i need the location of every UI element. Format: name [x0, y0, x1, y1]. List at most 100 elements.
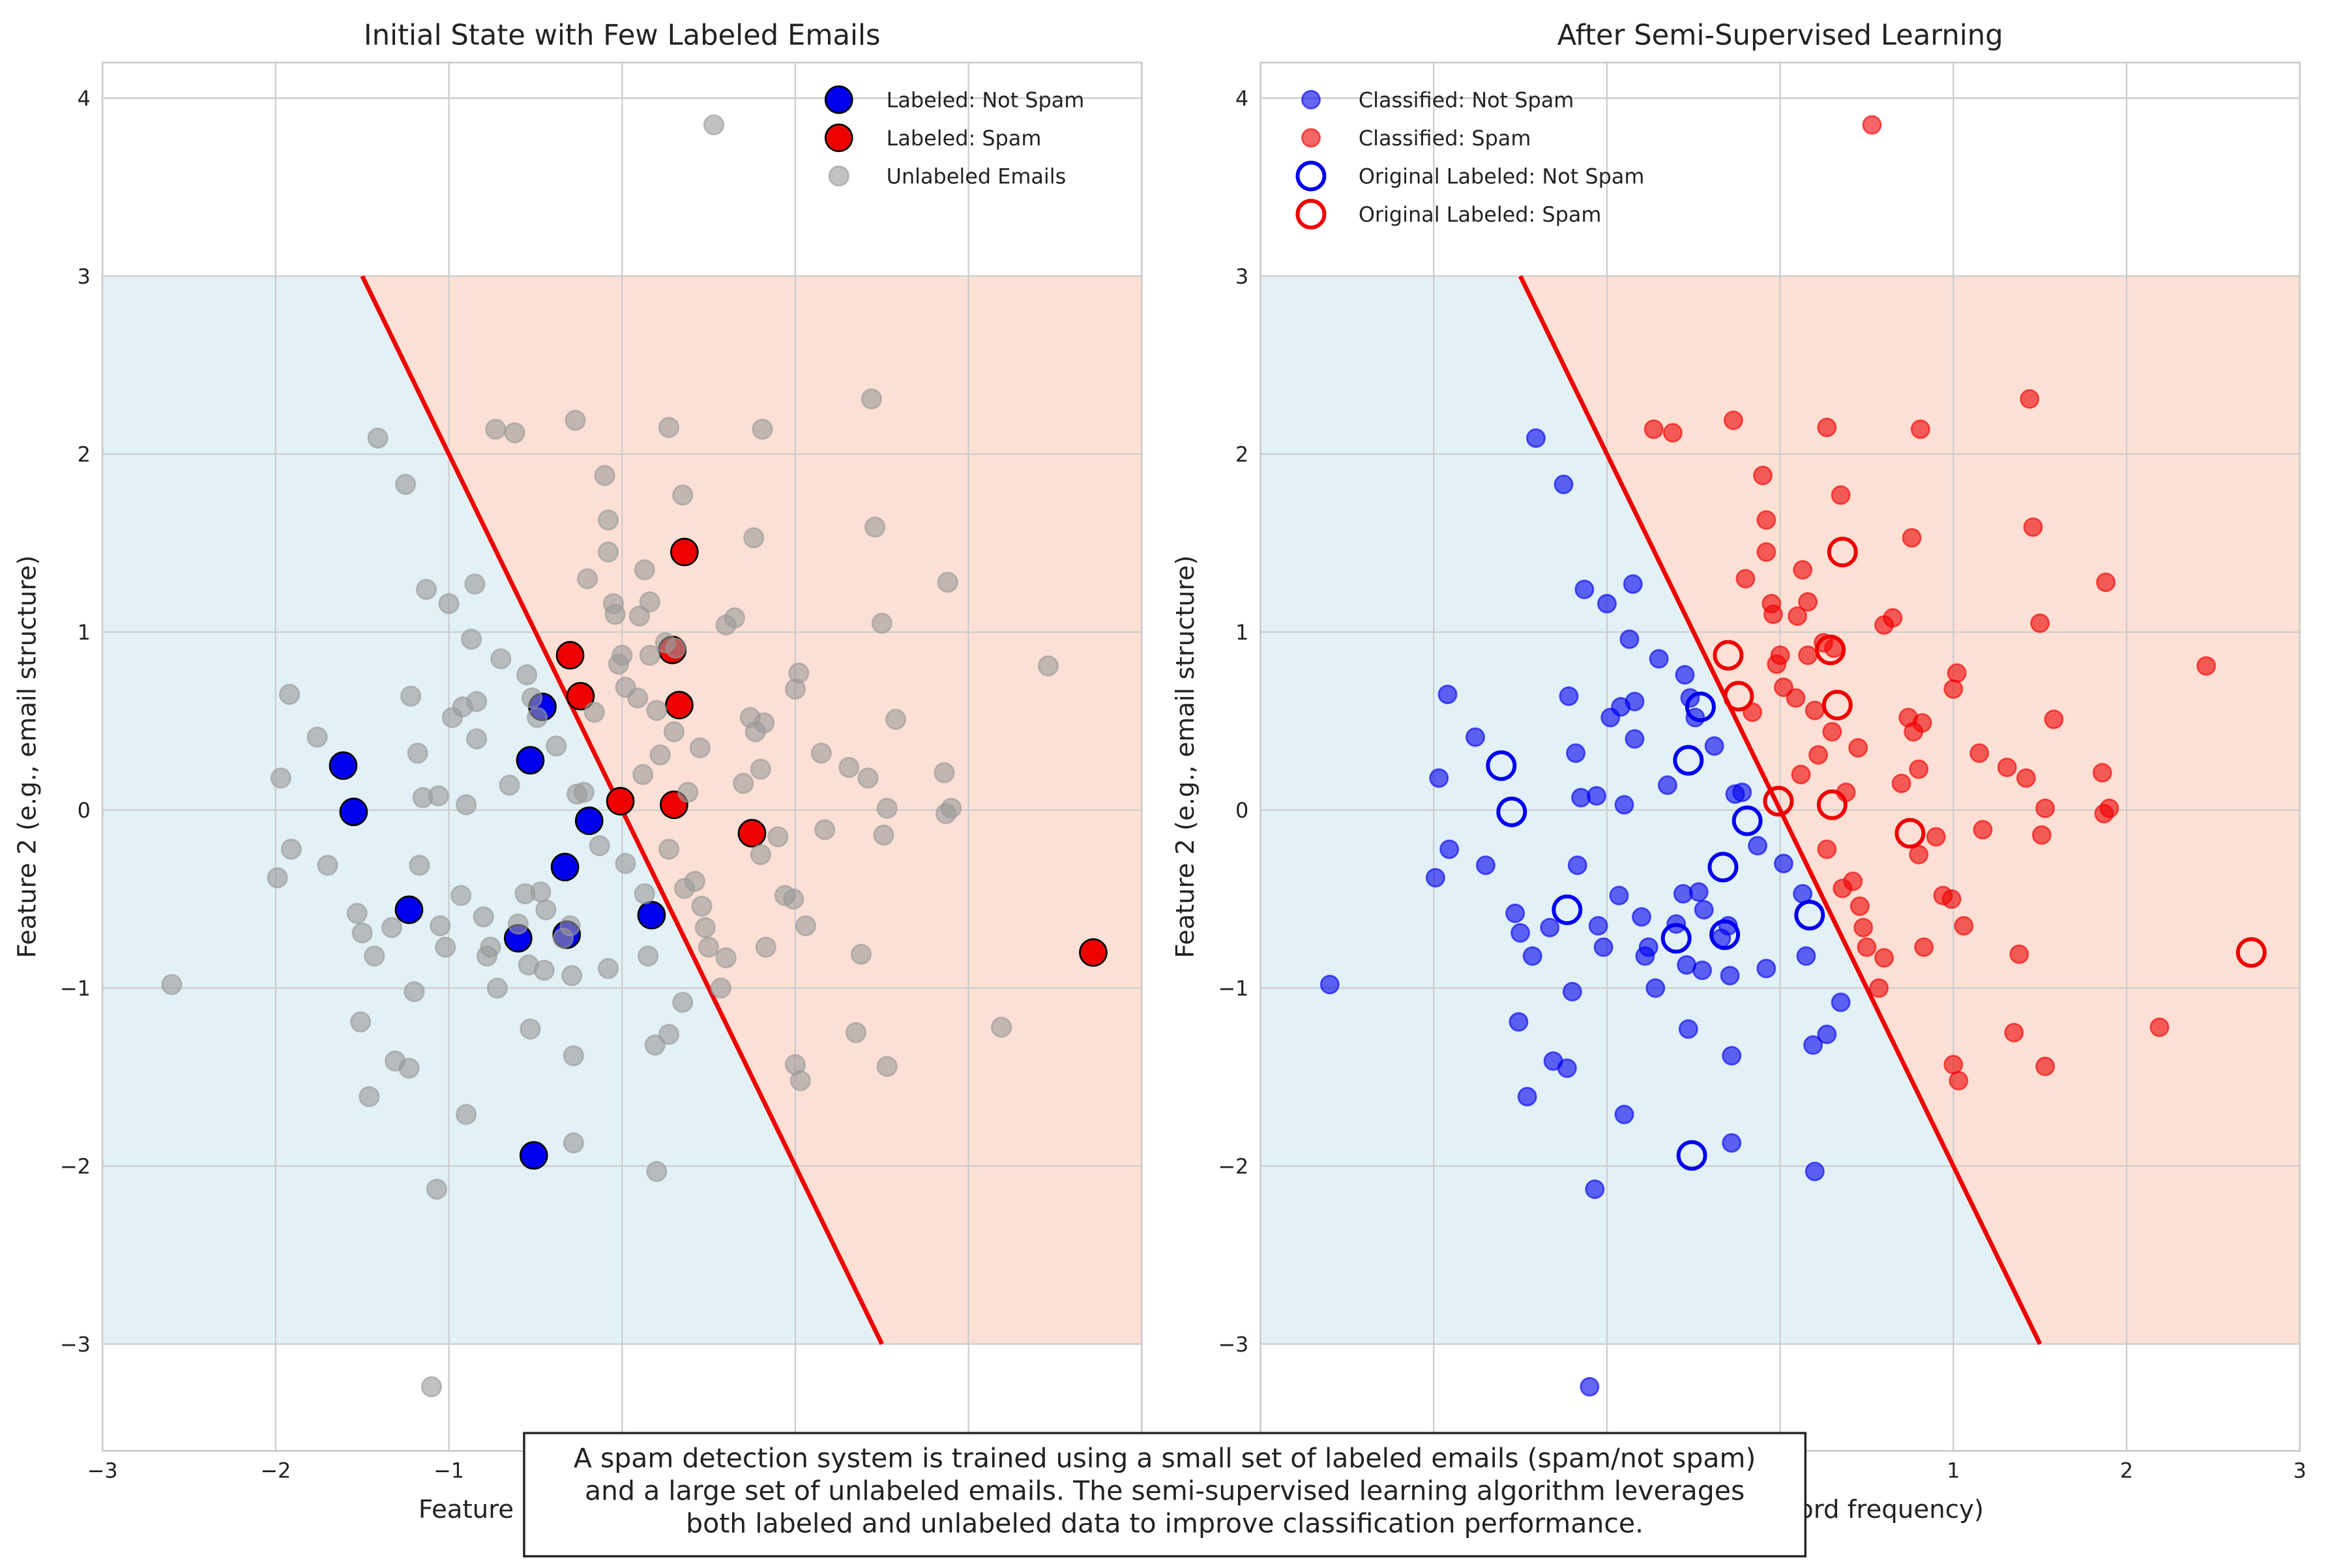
data-point	[597, 541, 619, 563]
data-point	[715, 947, 737, 969]
data-point	[329, 751, 358, 780]
data-point	[1588, 915, 1608, 936]
data-point	[611, 644, 633, 666]
data-point	[559, 915, 581, 937]
data-point	[1678, 1019, 1698, 1039]
data-point	[1692, 960, 1713, 981]
data-point	[1540, 917, 1560, 938]
data-point	[634, 883, 655, 905]
legend-label: Unlabeled Emails	[887, 164, 1067, 188]
data-point	[486, 977, 508, 999]
data-point	[2016, 768, 2036, 788]
data-point	[703, 114, 725, 136]
data-point	[1941, 889, 1962, 910]
y-tick-label: 2	[78, 442, 91, 467]
data-point	[1909, 759, 1929, 779]
data-point	[346, 902, 368, 925]
chart-title: After Semi-Supervised Learning	[1557, 20, 2003, 52]
y-tick-label: 0	[1235, 798, 1248, 823]
data-point	[1486, 750, 1517, 781]
data-point	[516, 746, 545, 775]
data-point	[1874, 948, 1894, 968]
data-point	[1756, 510, 1776, 530]
data-point	[814, 819, 836, 840]
y-tick-label: 3	[1235, 264, 1248, 289]
data-point	[1843, 871, 1863, 891]
data-point	[1554, 474, 1574, 494]
data-point	[367, 427, 389, 449]
data-point	[1798, 592, 1818, 612]
data-point	[1437, 685, 1458, 705]
data-point	[455, 794, 477, 816]
data-point	[1580, 1377, 1600, 1397]
data-point	[1525, 428, 1546, 449]
data-point	[1862, 115, 1882, 135]
data-point	[2004, 1022, 2024, 1043]
data-point	[1566, 743, 1586, 763]
data-point	[646, 1161, 668, 1182]
data-point	[1902, 527, 1922, 548]
data-point	[480, 936, 501, 958]
data-point	[637, 900, 666, 930]
legend-label: Original Labeled: Not Spam	[1359, 164, 1645, 188]
data-point	[857, 767, 879, 789]
data-point	[1079, 938, 1108, 967]
data-point	[789, 1070, 812, 1091]
data-point	[1673, 745, 1704, 776]
data-point	[1522, 946, 1542, 966]
data-point	[1662, 422, 1683, 443]
y-tick-label: 3	[78, 264, 91, 289]
legend-label: Labeled: Not Spam	[887, 87, 1085, 112]
data-point	[499, 775, 520, 796]
data-point	[1883, 608, 1903, 628]
data-point	[1707, 851, 1739, 883]
legend-label: Classified: Spam	[1359, 126, 1531, 151]
data-point	[2044, 709, 2064, 730]
data-point	[940, 797, 962, 819]
data-point	[1773, 853, 1793, 874]
data-point	[750, 758, 771, 780]
data-point	[665, 690, 694, 720]
y-tick-label: −2	[60, 1154, 91, 1179]
data-point	[278, 683, 301, 705]
data-point	[1857, 937, 1877, 957]
data-point	[1831, 992, 1851, 1013]
data-point	[1574, 579, 1595, 600]
data-point	[394, 895, 424, 925]
data-point	[1660, 923, 1692, 954]
data-point	[490, 648, 512, 670]
data-point	[670, 537, 699, 567]
data-point	[576, 568, 598, 589]
data-point	[1793, 559, 1813, 580]
data-point	[1694, 900, 1714, 920]
data-point	[485, 419, 507, 440]
data-point	[566, 681, 595, 711]
y-axis-label: Feature 2 (e.g., email structure)	[1171, 555, 1200, 958]
data-point	[349, 1011, 372, 1033]
data-point	[420, 1376, 443, 1398]
data-point	[861, 388, 883, 410]
data-point	[871, 612, 892, 634]
data-point	[1869, 978, 1889, 998]
data-point	[364, 945, 385, 967]
data-point	[409, 855, 430, 876]
data-point	[1425, 868, 1445, 888]
data-point	[1722, 1133, 1742, 1153]
data-point	[755, 936, 776, 958]
legend-marker	[1301, 128, 1321, 148]
data-point	[1763, 786, 1794, 817]
data-point	[565, 409, 586, 431]
data-point	[1973, 820, 1993, 840]
y-tick-label: −2	[1218, 1154, 1248, 1179]
y-axis-label: Feature 2 (e.g., email structure)	[13, 555, 42, 958]
data-point	[1947, 663, 1967, 683]
data-point	[864, 516, 886, 538]
y-tick-label: 0	[78, 798, 91, 823]
data-point	[783, 888, 804, 910]
data-point	[1773, 677, 1793, 698]
data-point	[1319, 975, 1340, 995]
data-point	[1643, 419, 1664, 439]
data-point	[400, 685, 422, 707]
